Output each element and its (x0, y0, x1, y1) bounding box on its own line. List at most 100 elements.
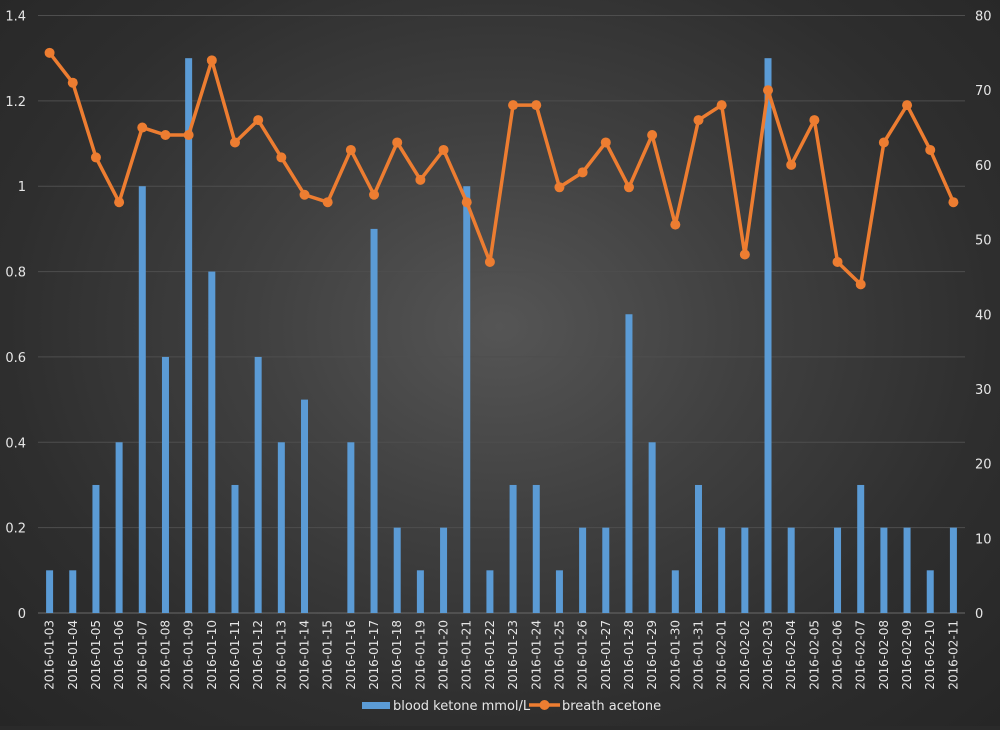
x-tick-label: 2016-01-26 (576, 620, 590, 690)
bar (787, 527, 795, 613)
bar (46, 570, 54, 613)
x-tick-label: 2016-02-02 (738, 620, 752, 690)
y-left-tick-label: 0.6 (5, 351, 26, 366)
bar (254, 356, 262, 613)
x-tick-label: 2016-01-16 (344, 620, 358, 690)
x-tick-label: 2016-01-07 (135, 620, 149, 690)
line-point (299, 189, 310, 200)
x-tick-label: 2016-01-28 (622, 620, 636, 690)
x-tick-label: 2016-01-19 (413, 620, 427, 690)
bar (69, 570, 77, 613)
bar (161, 356, 169, 613)
line-point (577, 167, 588, 178)
line-point (461, 197, 472, 208)
line-point (878, 137, 889, 148)
line-point (948, 197, 959, 208)
y-right-tick-label: 50 (975, 234, 992, 249)
legend-label: blood ketone mmol/L (393, 699, 531, 714)
y-left-tick-label: 0.4 (5, 436, 26, 451)
bar (138, 186, 146, 613)
x-tick-label: 2016-01-11 (228, 620, 242, 690)
x-tick-label: 2016-01-09 (182, 620, 196, 690)
x-tick-label: 2016-01-22 (483, 620, 497, 690)
y-left-tick-label: 1.2 (5, 95, 26, 110)
bar (115, 442, 123, 613)
bar (741, 527, 749, 613)
bar (277, 442, 285, 613)
x-tick-label: 2016-01-30 (668, 620, 682, 690)
line-point (276, 152, 287, 163)
x-tick-label: 2016-02-09 (900, 620, 914, 690)
line-point (554, 182, 565, 193)
x-tick-label: 2016-02-05 (807, 620, 821, 690)
bar (347, 442, 355, 613)
y-right-tick-label: 80 (975, 10, 992, 25)
x-tick-label: 2016-01-27 (599, 620, 613, 690)
line-point (832, 256, 843, 267)
line-point (392, 137, 403, 148)
bar (509, 484, 517, 613)
line-point (44, 47, 55, 58)
bar (579, 527, 587, 613)
bar (949, 527, 957, 613)
line-point (183, 130, 194, 140)
bar (231, 484, 239, 613)
line-point (484, 256, 495, 267)
line-point (716, 100, 727, 111)
bar (440, 527, 448, 613)
line-point (206, 55, 217, 66)
x-tick-label: 2016-01-29 (645, 620, 659, 690)
line-point (369, 189, 380, 200)
legend-marker (539, 700, 550, 710)
bar (880, 527, 888, 613)
x-tick-label: 2016-01-25 (552, 620, 566, 690)
line-point (786, 159, 797, 170)
y-left-tick-label: 0 (18, 607, 26, 622)
x-tick-label: 2016-01-03 (43, 620, 57, 690)
y-left-tick-label: 0.8 (5, 266, 26, 281)
y-right-tick-label: 30 (975, 383, 992, 398)
x-tick-label: 2016-01-04 (66, 620, 80, 690)
bar (671, 570, 679, 613)
bar (602, 527, 610, 613)
line-point (647, 130, 658, 140)
y-left-tick-label: 1 (18, 180, 26, 195)
x-tick-label: 2016-01-20 (437, 620, 451, 690)
x-tick-label: 2016-02-06 (831, 620, 845, 690)
line-point (670, 219, 681, 230)
bar (764, 58, 772, 613)
bar (926, 570, 934, 613)
line-series (48, 51, 956, 287)
bar (185, 58, 193, 613)
line-point (600, 137, 611, 148)
x-tick-label: 2016-02-01 (715, 620, 729, 690)
bar (92, 484, 100, 613)
x-tick-label: 2016-01-10 (205, 620, 219, 690)
x-tick-label: 2016-01-08 (158, 620, 172, 690)
line-point (809, 115, 820, 126)
line-point (160, 130, 171, 140)
line-point (322, 197, 333, 208)
line-point (693, 115, 704, 126)
bar (834, 527, 842, 613)
line-point (229, 137, 240, 148)
x-tick-label: 2016-01-15 (321, 620, 335, 690)
x-tick-label: 2016-01-13 (274, 620, 288, 690)
line-point (623, 182, 634, 193)
x-tick-label: 2016-01-23 (506, 620, 520, 690)
bar (694, 484, 702, 613)
bar (486, 570, 494, 613)
bar (463, 186, 471, 613)
bar (718, 527, 726, 613)
line-point (925, 144, 936, 155)
y-right-tick-label: 70 (975, 84, 992, 99)
bar (370, 228, 378, 613)
x-tick-label: 2016-01-31 (691, 620, 705, 690)
bar (857, 484, 865, 613)
line-point (253, 115, 264, 126)
x-tick-label: 2016-01-21 (460, 620, 474, 690)
bar (625, 314, 633, 613)
y-right-tick-label: 0 (975, 607, 983, 622)
bar (903, 527, 911, 613)
